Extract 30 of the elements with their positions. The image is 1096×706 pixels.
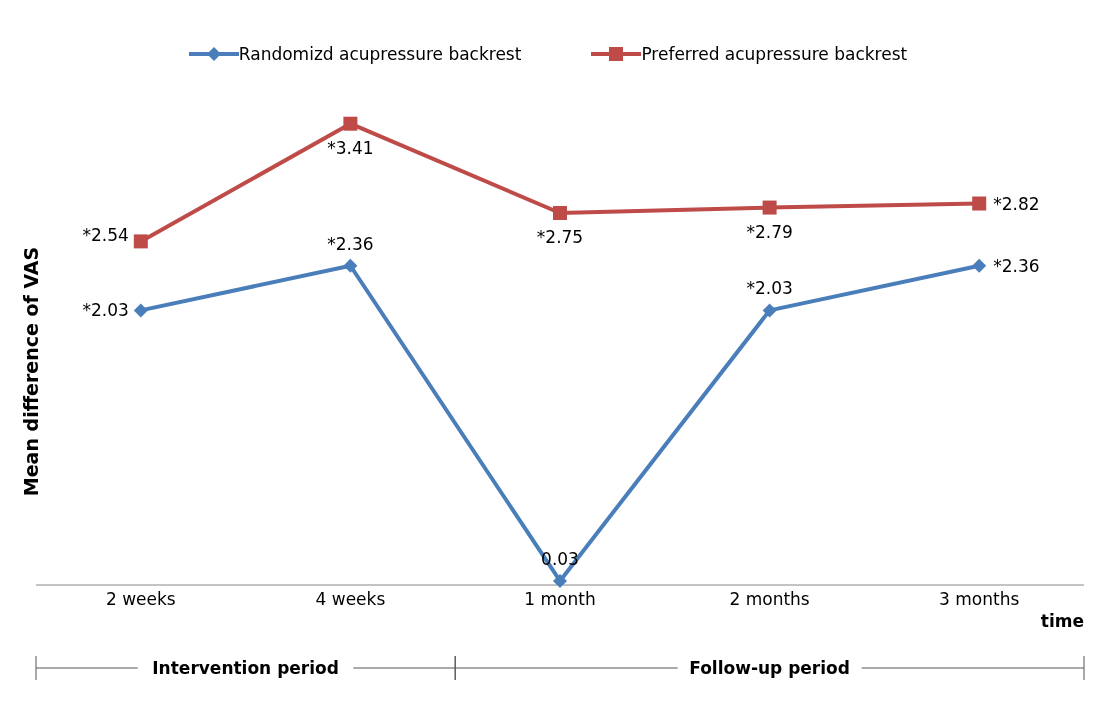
data-label: *2.82: [993, 193, 1040, 214]
point: [762, 200, 777, 215]
x-tick-label: 4 weeks: [315, 589, 386, 610]
point: [133, 303, 148, 318]
legend-label: Preferred acupressure backrest: [641, 44, 908, 64]
data-label: *2.79: [746, 221, 793, 242]
x-tick-label: 2 weeks: [105, 589, 176, 610]
x-tick-label: 1 month: [524, 589, 596, 610]
point: [762, 303, 777, 318]
data-label: *2.54: [82, 225, 129, 246]
text: Follow-up period: [689, 658, 850, 678]
legend-label: Randomizd acupressure backrest: [238, 44, 522, 64]
data-label: *2.03: [746, 278, 793, 299]
data-label: *3.41: [327, 137, 374, 158]
text: Intervention period: [152, 658, 339, 678]
point: [133, 234, 148, 249]
data-label: *2.75: [536, 226, 584, 247]
x-tick-label: 2 months: [729, 589, 810, 610]
y-axis-title: Mean difference of VAS: [20, 246, 42, 497]
data-label: *2.03: [82, 300, 129, 321]
point: [972, 258, 987, 273]
data-label: *2.36: [327, 233, 374, 254]
x-axis-title: time: [1040, 611, 1084, 631]
x-tick-label: 3 months: [939, 589, 1020, 610]
point: [343, 258, 358, 273]
point: [972, 196, 987, 211]
point: [343, 116, 358, 131]
data-label: *2.36: [993, 255, 1040, 276]
point: [553, 573, 567, 588]
point: [553, 205, 567, 220]
